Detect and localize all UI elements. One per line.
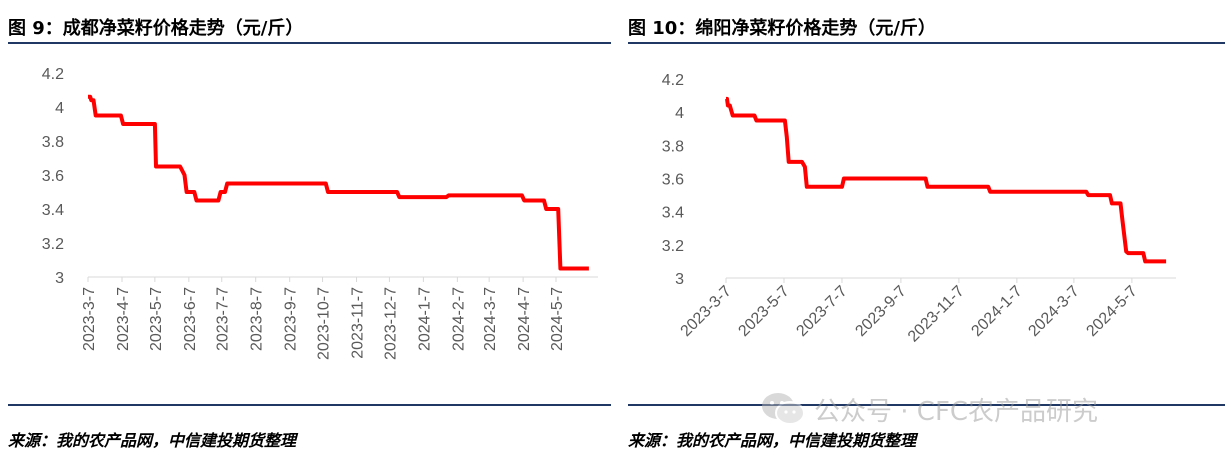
y-tick-label: 3.6 bbox=[662, 172, 684, 189]
left-source-note: 来源：我的农产品网，中信建投期货整理 bbox=[8, 431, 297, 450]
x-tick-label: 2024-3-7 bbox=[1025, 283, 1082, 340]
x-tick-label: 2024-1-7 bbox=[968, 283, 1025, 340]
x-tick-label: 2024-3-7 bbox=[482, 287, 499, 351]
y-tick-label: 3.4 bbox=[42, 202, 64, 219]
y-tick-label: 4.2 bbox=[42, 66, 64, 83]
right-source-rule bbox=[628, 404, 1225, 406]
x-tick-label: 2023-9-7 bbox=[283, 287, 300, 351]
right-title-rule bbox=[628, 42, 1225, 44]
y-tick-label: 3.8 bbox=[662, 138, 684, 155]
x-tick-label: 2024-4-7 bbox=[516, 287, 533, 351]
x-tick-label: 2023-3-7 bbox=[81, 287, 98, 351]
left-figure-title: 图 9：成都净菜籽价格走势（元/斤） bbox=[8, 18, 304, 39]
x-tick-label: 2023-8-7 bbox=[249, 287, 266, 351]
x-tick-label: 2024-2-7 bbox=[450, 287, 467, 351]
x-tick-label: 2023-7-7 bbox=[215, 287, 232, 351]
left-source-rule bbox=[8, 404, 611, 406]
y-tick-label: 4 bbox=[675, 105, 684, 122]
wechat-icon bbox=[762, 393, 805, 425]
x-tick-label: 2023-7-7 bbox=[793, 283, 850, 340]
x-tick-label: 2023-11-7 bbox=[905, 283, 968, 346]
right-figure-title: 图 10：绵阳净菜籽价格走势（元/斤） bbox=[628, 18, 936, 39]
price-series-line bbox=[725, 96, 1167, 264]
x-tick-label: 2023-3-7 bbox=[678, 283, 735, 340]
x-tick-label: 2023-4-7 bbox=[115, 287, 132, 351]
y-tick-label: 3.2 bbox=[662, 238, 684, 255]
watermark-text: 公众号 · CFC农产品研究 bbox=[814, 396, 1099, 427]
x-tick-label: 2023-9-7 bbox=[852, 283, 909, 340]
x-tick-label: 2023-12-7 bbox=[382, 287, 399, 360]
y-tick-label: 3.4 bbox=[662, 205, 684, 222]
price-series-line bbox=[88, 94, 589, 271]
right-source-note: 来源：我的农产品网，中信建投期货整理 bbox=[628, 431, 917, 450]
x-tick-label: 2024-5-7 bbox=[549, 287, 566, 351]
y-tick-label: 3 bbox=[675, 271, 684, 288]
x-tick-label: 2023-5-7 bbox=[148, 287, 165, 351]
y-tick-label: 4.2 bbox=[662, 72, 684, 89]
x-tick-label: 2024-1-7 bbox=[416, 287, 433, 351]
right-price-chart: 3 3.2 3.4 3.6 3.8 4 4.2 2023-3-7 2023-5-7 2023-7-… bbox=[662, 72, 1176, 346]
x-tick-label: 2023-5-7 bbox=[736, 283, 793, 340]
x-tick-label: 2023-10-7 bbox=[316, 287, 333, 360]
left-price-chart: 3 3.2 3.4 3.6 3.8 4 4.2 2023-3-7 2023-4-7 2023-5-… bbox=[42, 66, 598, 360]
x-tick-label: 2023-11-7 bbox=[350, 287, 367, 359]
left-title-rule bbox=[8, 42, 611, 44]
x-tick-label: 2023-6-7 bbox=[182, 287, 199, 351]
y-tick-label: 3.8 bbox=[42, 134, 64, 151]
y-tick-label: 3.6 bbox=[42, 168, 64, 185]
y-tick-label: 3.2 bbox=[42, 236, 64, 253]
watermark: 公众号 · CFC农产品研究 bbox=[760, 385, 1098, 433]
y-tick-label: 3 bbox=[55, 270, 64, 287]
y-tick-label: 4 bbox=[55, 100, 64, 117]
x-tick-label: 2024-5-7 bbox=[1083, 283, 1140, 340]
